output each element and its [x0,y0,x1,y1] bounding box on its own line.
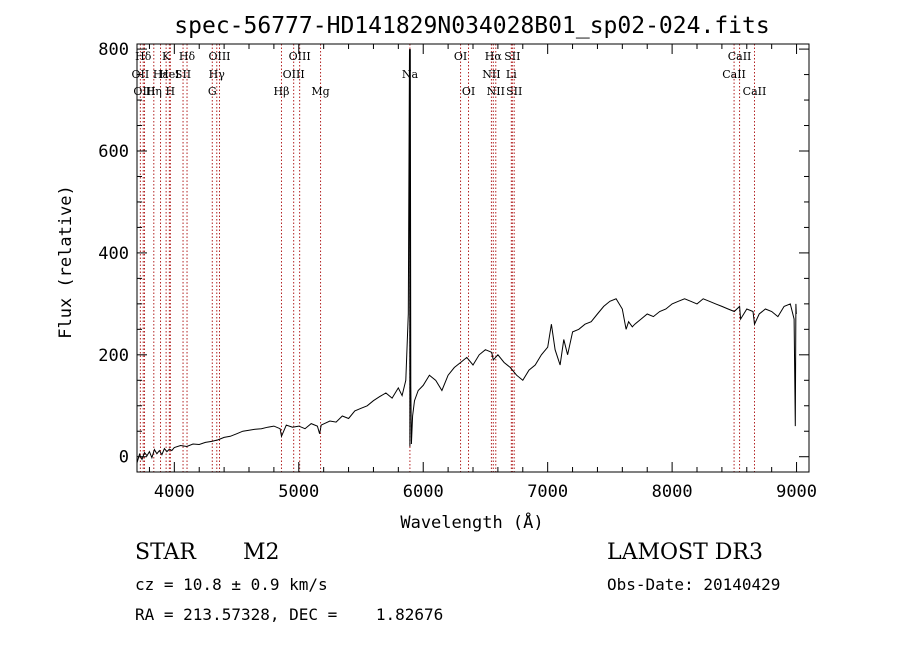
line-marker-label: Hβ [274,85,290,98]
line-marker-label: Hα [485,50,503,63]
obs-date: Obs-Date: 20140429 [607,575,781,594]
y-tick-label: 400 [98,244,129,264]
spectral-line-markers [139,44,755,472]
line-marker-label: HeI [159,68,179,81]
y-tick-label: 600 [98,142,129,162]
line-marker-label: OI [462,85,475,98]
y-tick-label: 200 [98,346,129,366]
line-marker-label: CaII [728,50,752,63]
line-marker-label: SII [175,68,191,81]
line-marker-label: NII [482,68,500,81]
line-marker-label: OI [454,50,467,63]
y-tick-label: 0 [119,448,129,468]
object-class: STAR [135,540,196,565]
line-marker-label: H [166,85,176,98]
object-subclass: M2 [243,540,280,565]
line-marker-label: OIII [283,68,305,81]
spectrum-series-line [136,49,797,463]
redshift-value: cz = 10.8 ± 0.9 km/s [135,575,328,594]
x-axis: 4000 5000 6000 7000 8000 9000 [148,44,817,502]
line-marker-label: SII [506,85,522,98]
line-marker-label: Li [506,68,517,81]
line-marker-label: Hη [146,85,162,98]
line-marker-label: Hε [153,68,169,81]
line-marker-label: Mg [311,85,329,98]
y-axis-label: Flux (relative) [56,185,76,339]
plot-frame [136,43,810,473]
line-marker-label: Hδ [135,50,152,63]
line-marker-label: Hγ [209,68,226,81]
survey-name: LAMOST DR3 [607,540,763,565]
y-tick-label: 800 [98,40,129,60]
line-marker-label: CaII [722,68,746,81]
x-tick-label: 5000 [278,482,319,502]
x-axis-label: Wavelength (Å) [400,511,543,533]
x-tick-label: 7000 [527,482,568,502]
coordinates: RA = 213.57328, DEC = 1.82676 [135,605,444,624]
line-marker-label: OIII [208,50,230,63]
line-marker-label: NII [487,85,505,98]
x-tick-label: 4000 [154,482,195,502]
line-marker-label: OIII [289,50,311,63]
chart-title: spec-56777-HD141829N034028B01_sp02-024.f… [174,13,769,39]
line-marker-label: G [208,85,217,98]
line-marker-label: CaII [743,85,767,98]
y-axis: 0 200 400 600 800 [98,40,809,468]
line-marker-label: Hδ [179,50,196,63]
line-marker-label: K [162,50,171,63]
line-marker-label: SII [504,50,520,63]
line-marker-label: OIII [133,85,155,98]
x-tick-label: 8000 [652,482,693,502]
x-tick-label: 9000 [776,482,817,502]
x-tick-label: 6000 [403,482,444,502]
